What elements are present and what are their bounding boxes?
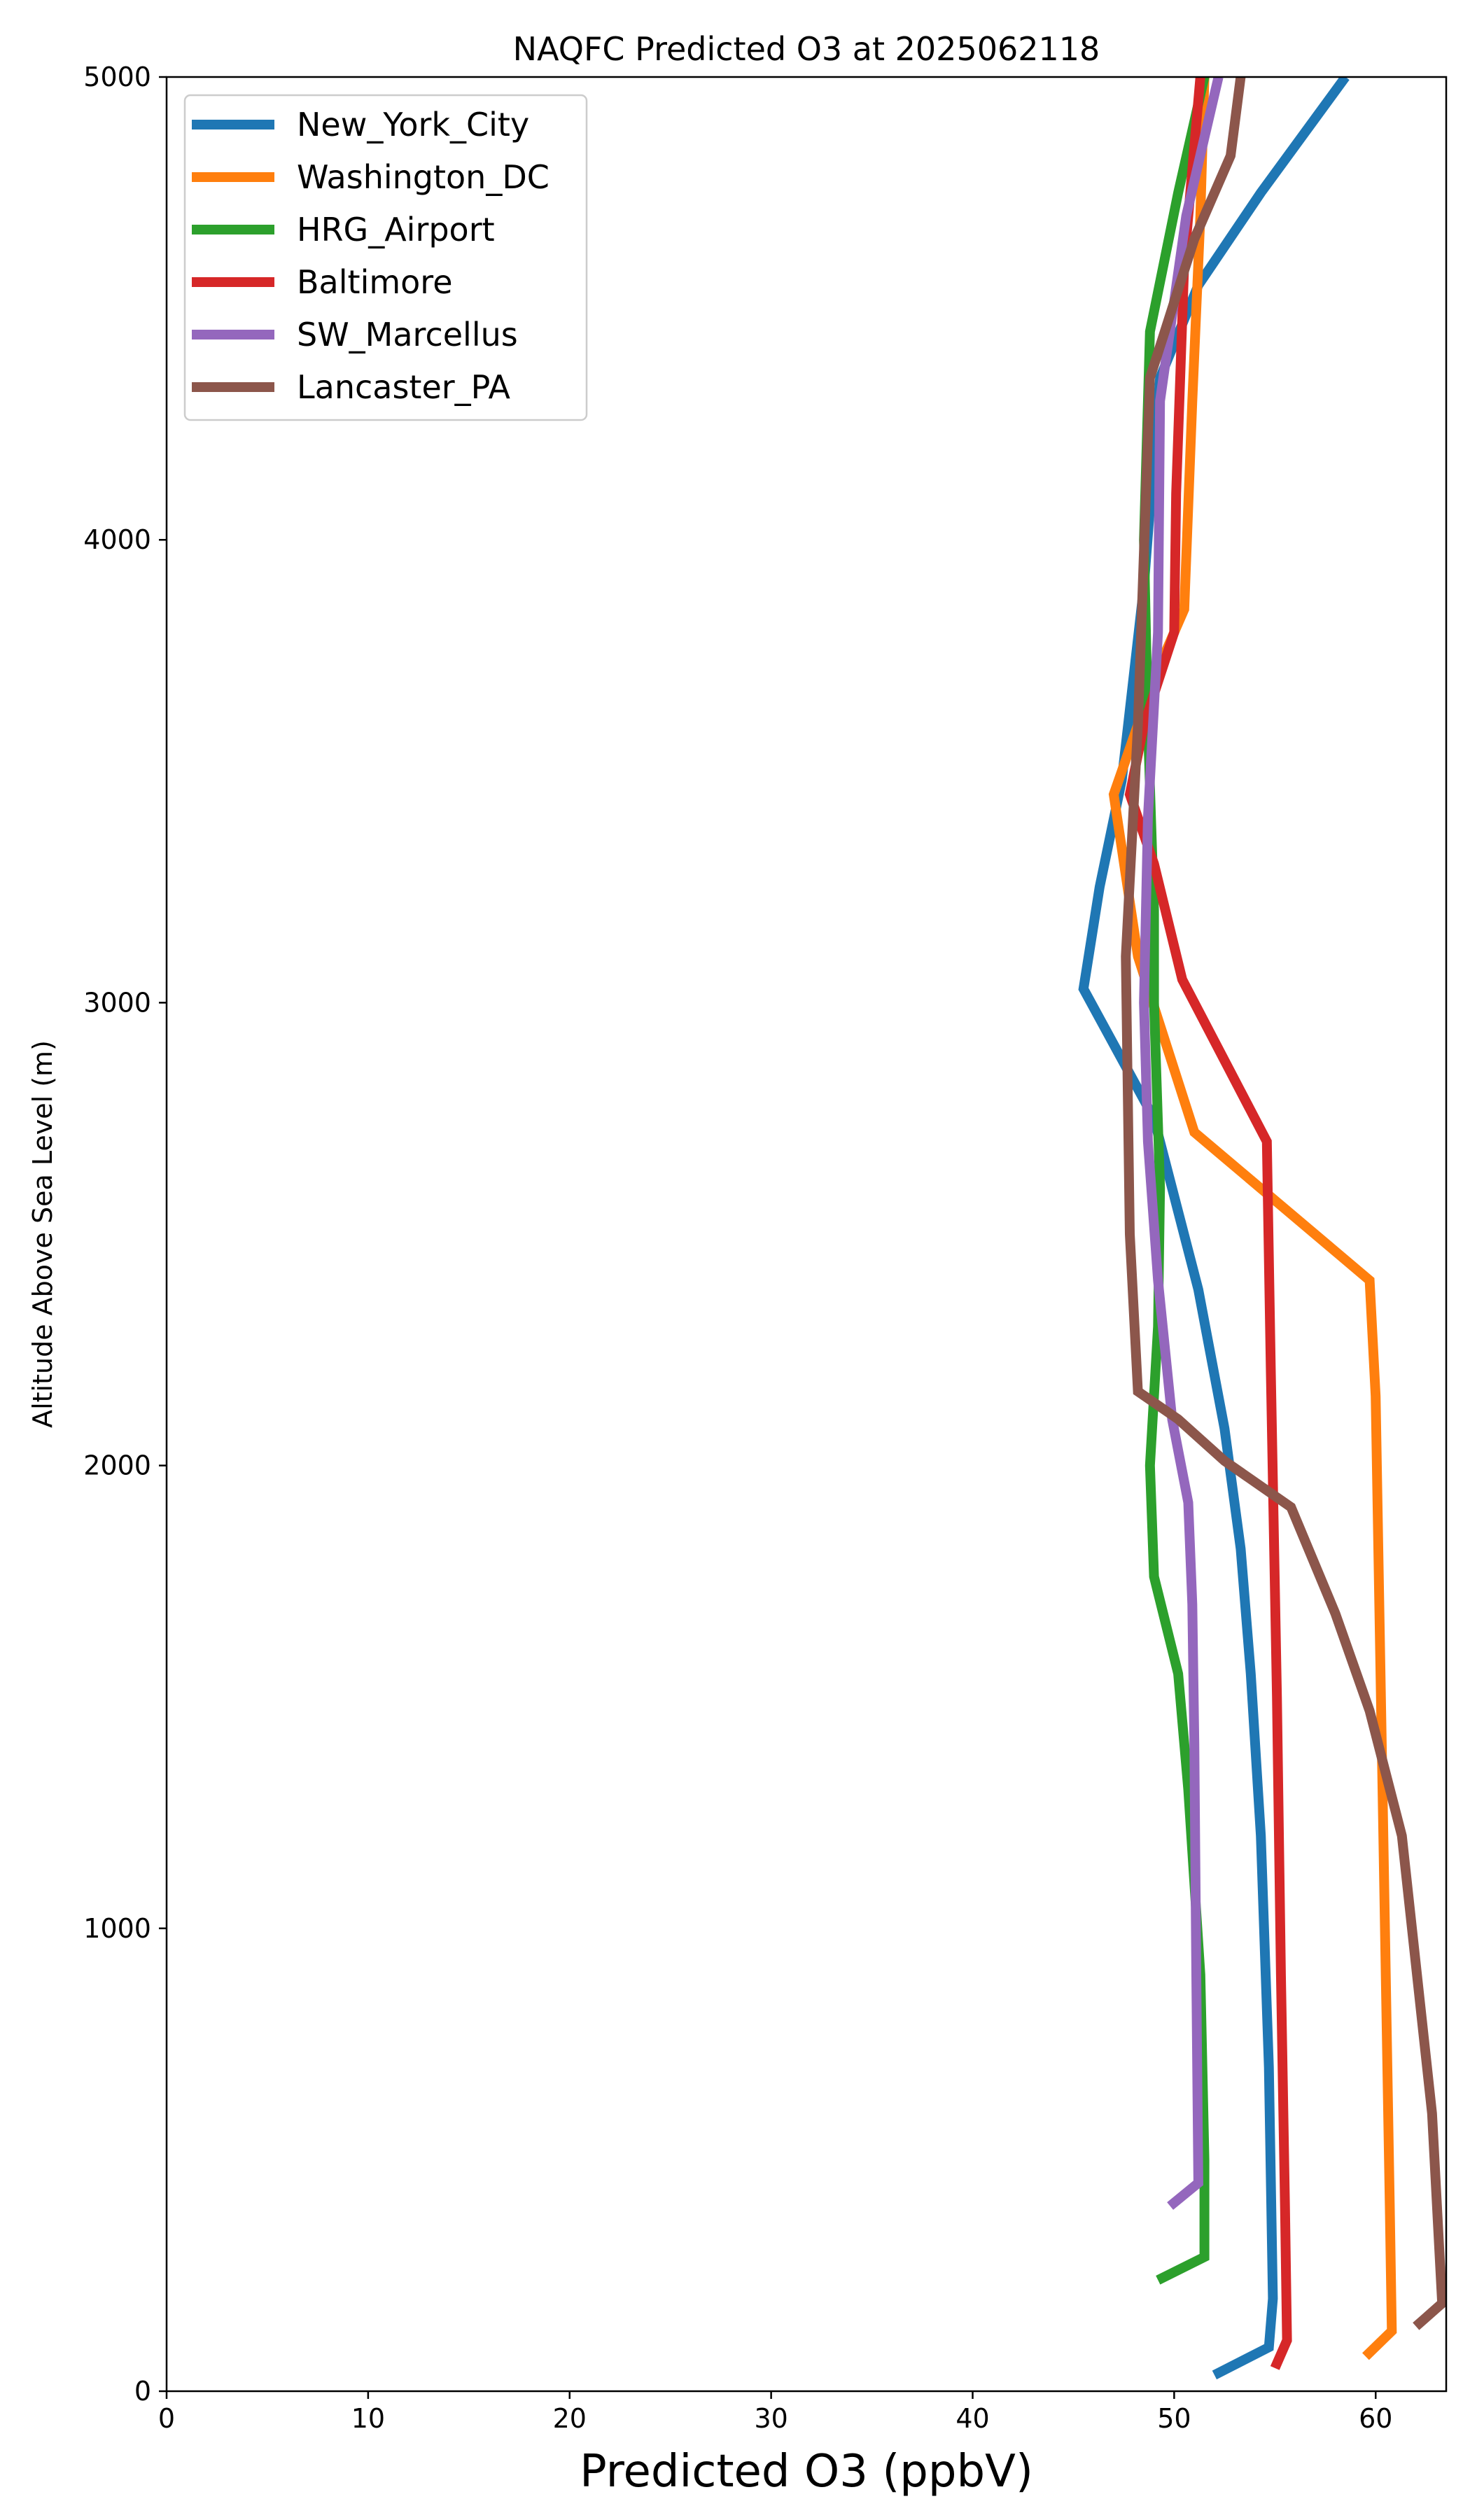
series-line-baltimore xyxy=(1124,77,1292,2370)
y-tick-label: 4000 xyxy=(83,524,151,555)
y-tick-label: 1000 xyxy=(83,1913,151,1944)
x-tick-label: 50 xyxy=(1157,2403,1191,2434)
legend: New_York_City Washington_DC HRG_Airport Bal… xyxy=(183,94,588,421)
legend-label: HRG_Airport xyxy=(297,211,495,248)
legend-box xyxy=(183,94,588,421)
chart-title: NAQFC Predicted O3 at 2025062118 xyxy=(513,30,1100,68)
series-line-washington-dc xyxy=(1108,77,1397,2360)
x-tick-label: 20 xyxy=(553,2403,587,2434)
x-tick-label: 0 xyxy=(158,2403,175,2434)
y-tick-label: 2000 xyxy=(83,1450,151,1481)
legend-label: Washington_DC xyxy=(297,158,550,196)
y-axis-title: Altitude Above Sea Level (m) xyxy=(27,1040,58,1428)
y-tick-label: 0 xyxy=(134,2376,151,2407)
x-tick-label: 40 xyxy=(955,2403,989,2434)
x-tick-label: 10 xyxy=(351,2403,385,2434)
plot-frame xyxy=(165,76,1448,2393)
legend-label: Lancaster_PA xyxy=(297,368,510,406)
series-line-sw-marcellus xyxy=(1139,77,1224,2210)
x-axis: 0 10 20 30 40 50 60 xyxy=(158,2391,1392,2434)
x-tick-label: 60 xyxy=(1359,2403,1392,2434)
legend-label: New_York_City xyxy=(297,106,529,144)
y-axis: 0 1000 2000 3000 4000 5000 xyxy=(83,62,167,2407)
y-tick-label: 3000 xyxy=(83,987,151,1018)
legend-label: Baltimore xyxy=(297,263,453,301)
series-layer xyxy=(1078,77,1446,2380)
x-axis-title: Predicted O3 (ppbV) xyxy=(580,2446,1033,2498)
x-tick-label: 30 xyxy=(754,2403,788,2434)
legend-label: SW_Marcellus xyxy=(297,316,518,354)
series-line-lancaster-pa xyxy=(1121,77,1446,2330)
y-tick-label: 5000 xyxy=(83,62,151,92)
